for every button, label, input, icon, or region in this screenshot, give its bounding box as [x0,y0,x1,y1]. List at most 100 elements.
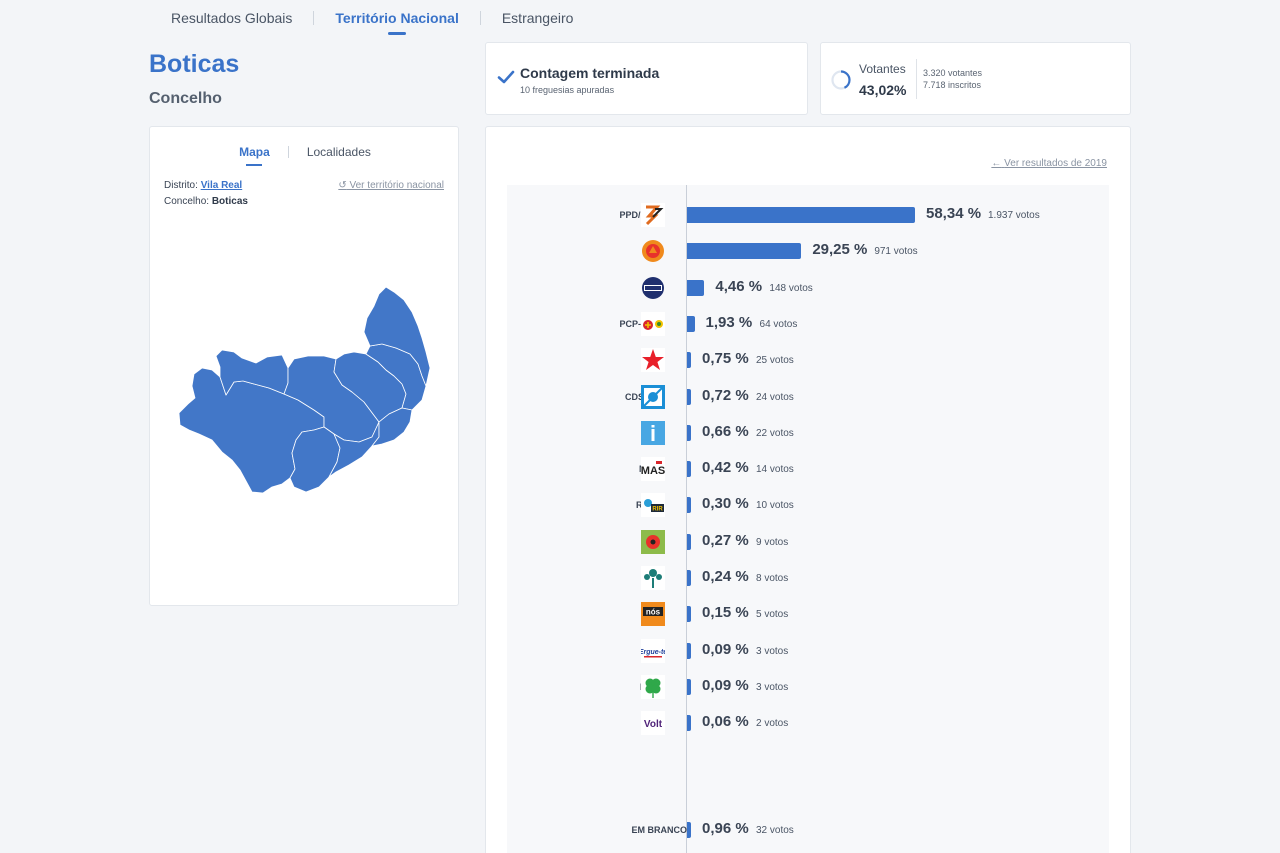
result-bar [687,570,691,586]
party-name: EM BRANCO [631,824,688,835]
result-row: PS29,25 %971 votos [507,238,1109,264]
result-row: L0,27 %9 votos [507,529,1109,555]
result-votes: 32 votos [756,824,794,836]
voters-label: Votantes [859,62,906,76]
concelho-value: Boticas [211,196,248,207]
map-region[interactable] [328,421,380,478]
votantes-count: 3.320 votantes [923,68,983,78]
result-bar [687,388,691,405]
tab-territorio-nacional[interactable]: Território Nacional [314,0,479,36]
arrow-left-icon: ← [991,158,1002,169]
map-tabs: Mapa Localidades [150,145,460,159]
top-nav: Resultados Globais Território Nacional E… [150,0,594,36]
count-status-subtitle: 10 freguesias apuradas [520,85,615,95]
result-percent: 0,96 % [702,819,749,837]
ver-territorio-nacional-link[interactable]: ↺ Ver território nacional [338,180,444,191]
tab-estrangeiro[interactable]: Estrangeiro [501,10,574,26]
result-row: EErgue-te0,09 %3 votos [507,638,1109,664]
count-status-card: Contagem terminada 10 freguesias apurada… [485,42,808,115]
result-row: NCnós0,15 %5 votos [507,601,1109,627]
ver-territorio-nacional-label: Ver território nacional [349,180,445,191]
result-bar [687,642,691,659]
distrito-label: Distrito: [164,180,198,191]
psd-logo [641,203,665,227]
result-votes: 22 votos [756,427,794,439]
chega-logo [642,276,664,299]
livre-logo [641,529,665,554]
result-percent: 0,27 % [702,531,749,549]
result-bar [687,533,691,550]
ps-logo [642,240,664,263]
inscritos-count: 7.718 inscritos [923,80,982,90]
result-votes: 24 votos [756,391,794,403]
tab-divider [287,146,289,158]
map-region[interactable] [363,286,431,387]
result-percent: 0,09 % [702,640,749,658]
result-bar [687,243,802,260]
result-row: CDS-PP0,72 %24 votos [507,384,1109,410]
result-percent: 1,93 % [705,313,753,331]
distrito-line: Distrito: Vila Real [164,180,242,191]
result-votes: 10 votos [756,500,794,512]
chart-axis [686,185,687,853]
result-percent: 0,30 % [702,495,749,513]
voters-divider [916,59,917,99]
concelho-label: Concelho: [164,196,210,207]
rir-logo: RIR [641,493,665,518]
page-title: Boticas [149,50,240,78]
tab-resultados-globais[interactable]: Resultados Globais [171,10,293,26]
result-bar [687,352,691,369]
result-row: IL0,66 %22 votos [507,420,1109,446]
party-name: PCP-PEV [619,318,659,329]
result-bar [687,315,695,332]
result-percent: 0,75 % [702,350,749,368]
tab-divider [479,11,481,25]
result-bar [687,606,691,623]
previous-results-link[interactable]: ← Ver resultados de 2019 [991,158,1107,169]
result-row: MASMAS0,42 %14 votos [507,456,1109,482]
volt-logo: Volt [641,711,665,736]
result-votes: 971 votos [874,246,918,258]
concelho-line: Concelho: Boticas [164,196,248,207]
nc-logo: nós [641,602,665,627]
result-percent: 0,09 % [702,676,749,694]
map-region[interactable] [371,407,413,447]
result-votes: 2 votos [756,718,789,730]
turnout-ring-icon [831,70,851,90]
result-votes: 14 votos [756,464,794,476]
il-logo [641,420,665,445]
turnout-percent: 43,02% [859,82,907,98]
result-percent: 0,72 % [702,386,749,404]
result-votes: 25 votos [756,355,794,367]
map-region[interactable] [215,349,289,396]
concelho-map[interactable] [174,282,436,497]
svg-text:nós: nós [646,608,661,617]
result-row: PCP-PEV 1,93 % 64 votos [507,311,1109,337]
result-bar [687,424,691,441]
tab-localidades[interactable]: Localidades [306,145,371,159]
svg-text:MAS: MAS [641,465,665,477]
pan-logo [641,566,665,590]
result-bar [687,497,691,514]
result-bar [687,207,915,223]
result-votes: 148 votos [769,282,813,294]
tab-mapa[interactable]: Mapa [221,145,288,159]
be-logo [641,348,665,373]
distrito-link[interactable]: Vila Real [200,180,243,191]
result-votes: 9 votos [756,536,789,548]
result-row: B.E.0,75 %25 votos [507,347,1109,373]
result-percent: 0,24 % [702,568,749,585]
result-bar [687,678,691,695]
svg-text:Ergue-te: Ergue-te [641,649,665,656]
result-percent: 29,25 % [812,241,868,259]
result-votes: 3 votos [756,681,789,693]
cds-logo [641,384,665,409]
result-votes: 1.937 votos [988,210,1040,221]
result-percent: 4,46 % [715,277,763,295]
result-percent: 0,15 % [702,604,749,622]
ergue-te-logo: Ergue-te [641,638,665,663]
result-percent: 0,66 % [702,422,749,440]
result-row: PAN0,24 %8 votos [507,565,1109,591]
voters-card: Votantes 43,02% 3.320 votantes 7.718 ins… [820,42,1131,115]
